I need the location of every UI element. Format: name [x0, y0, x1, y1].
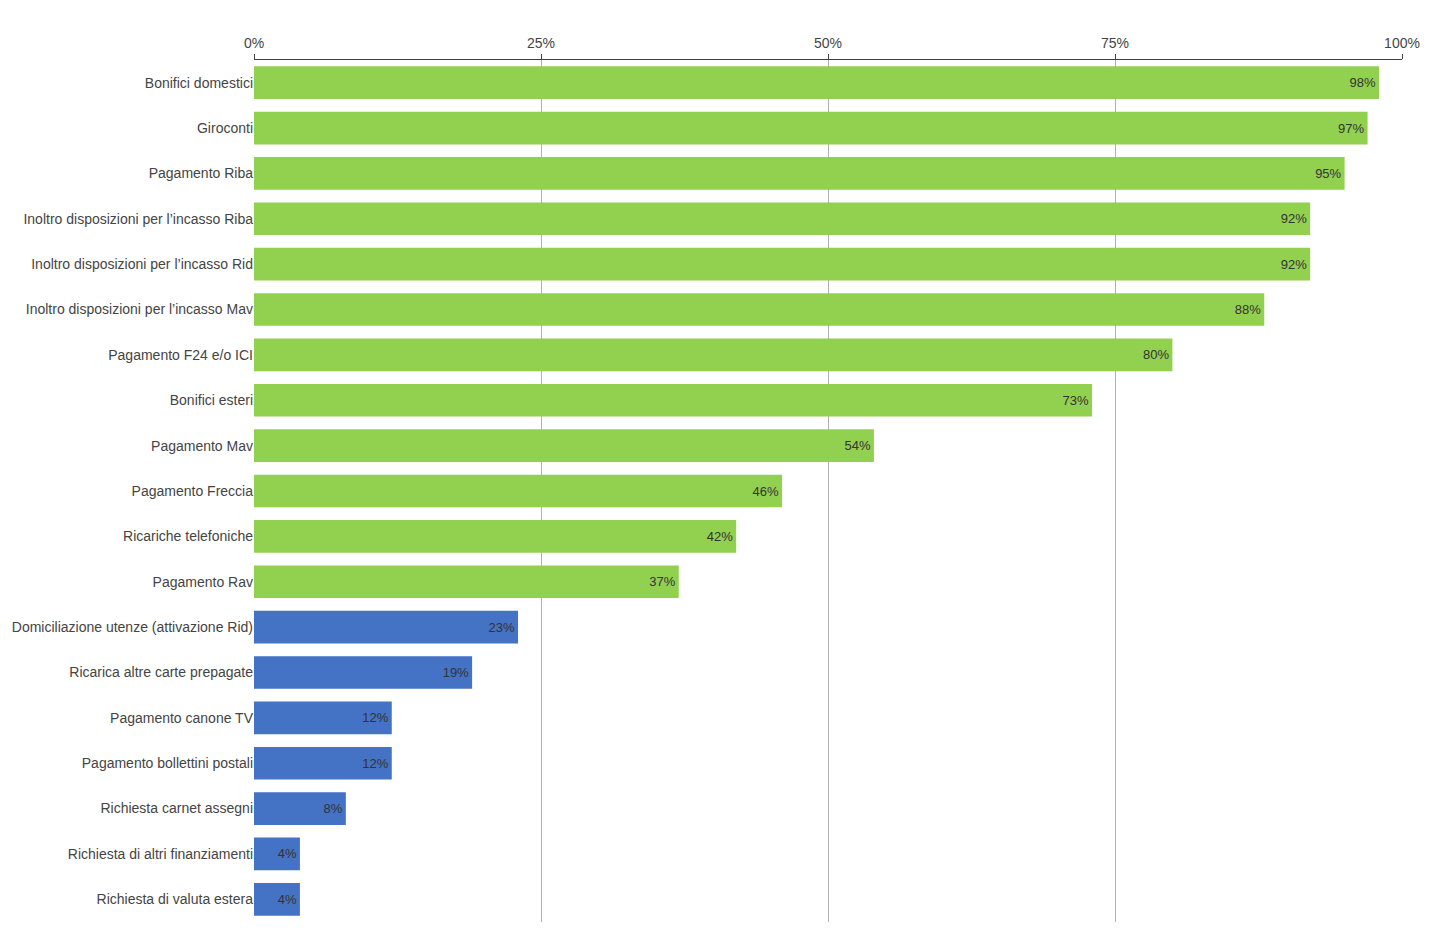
svg-text:Richiesta di altri finanziamen: Richiesta di altri finanziamenti	[68, 846, 253, 862]
svg-text:92%: 92%	[1281, 257, 1307, 272]
svg-text:Richiesta di valuta estera: Richiesta di valuta estera	[97, 891, 254, 907]
svg-text:Ricarica altre carte prepagate: Ricarica altre carte prepagate	[69, 664, 253, 680]
svg-text:12%: 12%	[362, 756, 388, 771]
svg-text:8%: 8%	[324, 801, 343, 816]
svg-text:Ricariche telefoniche: Ricariche telefoniche	[123, 528, 253, 544]
svg-text:Bonifici domestici: Bonifici domestici	[145, 75, 253, 91]
svg-text:Giroconti: Giroconti	[197, 120, 253, 136]
svg-text:Domiciliazione utenze (attivaz: Domiciliazione utenze (attivazione Rid)	[12, 619, 253, 635]
svg-text:Inoltro disposizioni per l’inc: Inoltro disposizioni per l’incasso Rid	[31, 256, 253, 272]
svg-text:23%: 23%	[489, 620, 515, 635]
svg-text:Pagamento Freccia: Pagamento Freccia	[132, 483, 254, 499]
svg-text:80%: 80%	[1143, 347, 1169, 362]
svg-text:Pagamento canone TV: Pagamento canone TV	[110, 710, 254, 726]
svg-text:4%: 4%	[278, 892, 297, 907]
svg-text:54%: 54%	[844, 438, 870, 453]
svg-text:50%: 50%	[814, 35, 842, 51]
svg-text:Pagamento Riba: Pagamento Riba	[149, 165, 254, 181]
svg-text:92%: 92%	[1281, 211, 1307, 226]
svg-text:Pagamento bollettini postali: Pagamento bollettini postali	[82, 755, 253, 771]
svg-text:95%: 95%	[1315, 166, 1341, 181]
svg-text:Bonifici esteri: Bonifici esteri	[170, 392, 253, 408]
svg-text:25%: 25%	[527, 35, 555, 51]
svg-text:Pagamento F24 e/o ICI: Pagamento F24 e/o ICI	[108, 347, 253, 363]
svg-text:Pagamento Rav: Pagamento Rav	[153, 574, 253, 590]
svg-text:19%: 19%	[443, 665, 469, 680]
svg-text:Inoltro disposizioni per l’inc: Inoltro disposizioni per l’incasso Riba	[23, 211, 253, 227]
svg-text:100%: 100%	[1384, 35, 1420, 51]
svg-text:88%: 88%	[1235, 302, 1261, 317]
svg-text:42%: 42%	[707, 529, 733, 544]
svg-text:37%: 37%	[649, 574, 675, 589]
svg-text:12%: 12%	[362, 710, 388, 725]
svg-text:4%: 4%	[278, 846, 297, 861]
svg-text:0%: 0%	[244, 35, 264, 51]
svg-text:97%: 97%	[1338, 121, 1364, 136]
svg-text:Pagamento Mav: Pagamento Mav	[151, 438, 253, 454]
svg-text:46%: 46%	[753, 484, 779, 499]
svg-text:Richiesta carnet assegni: Richiesta carnet assegni	[100, 800, 253, 816]
svg-text:73%: 73%	[1063, 393, 1089, 408]
svg-text:98%: 98%	[1350, 75, 1376, 90]
svg-text:Inoltro disposizioni per l’inc: Inoltro disposizioni per l’incasso Mav	[26, 301, 253, 317]
svg-text:75%: 75%	[1101, 35, 1129, 51]
